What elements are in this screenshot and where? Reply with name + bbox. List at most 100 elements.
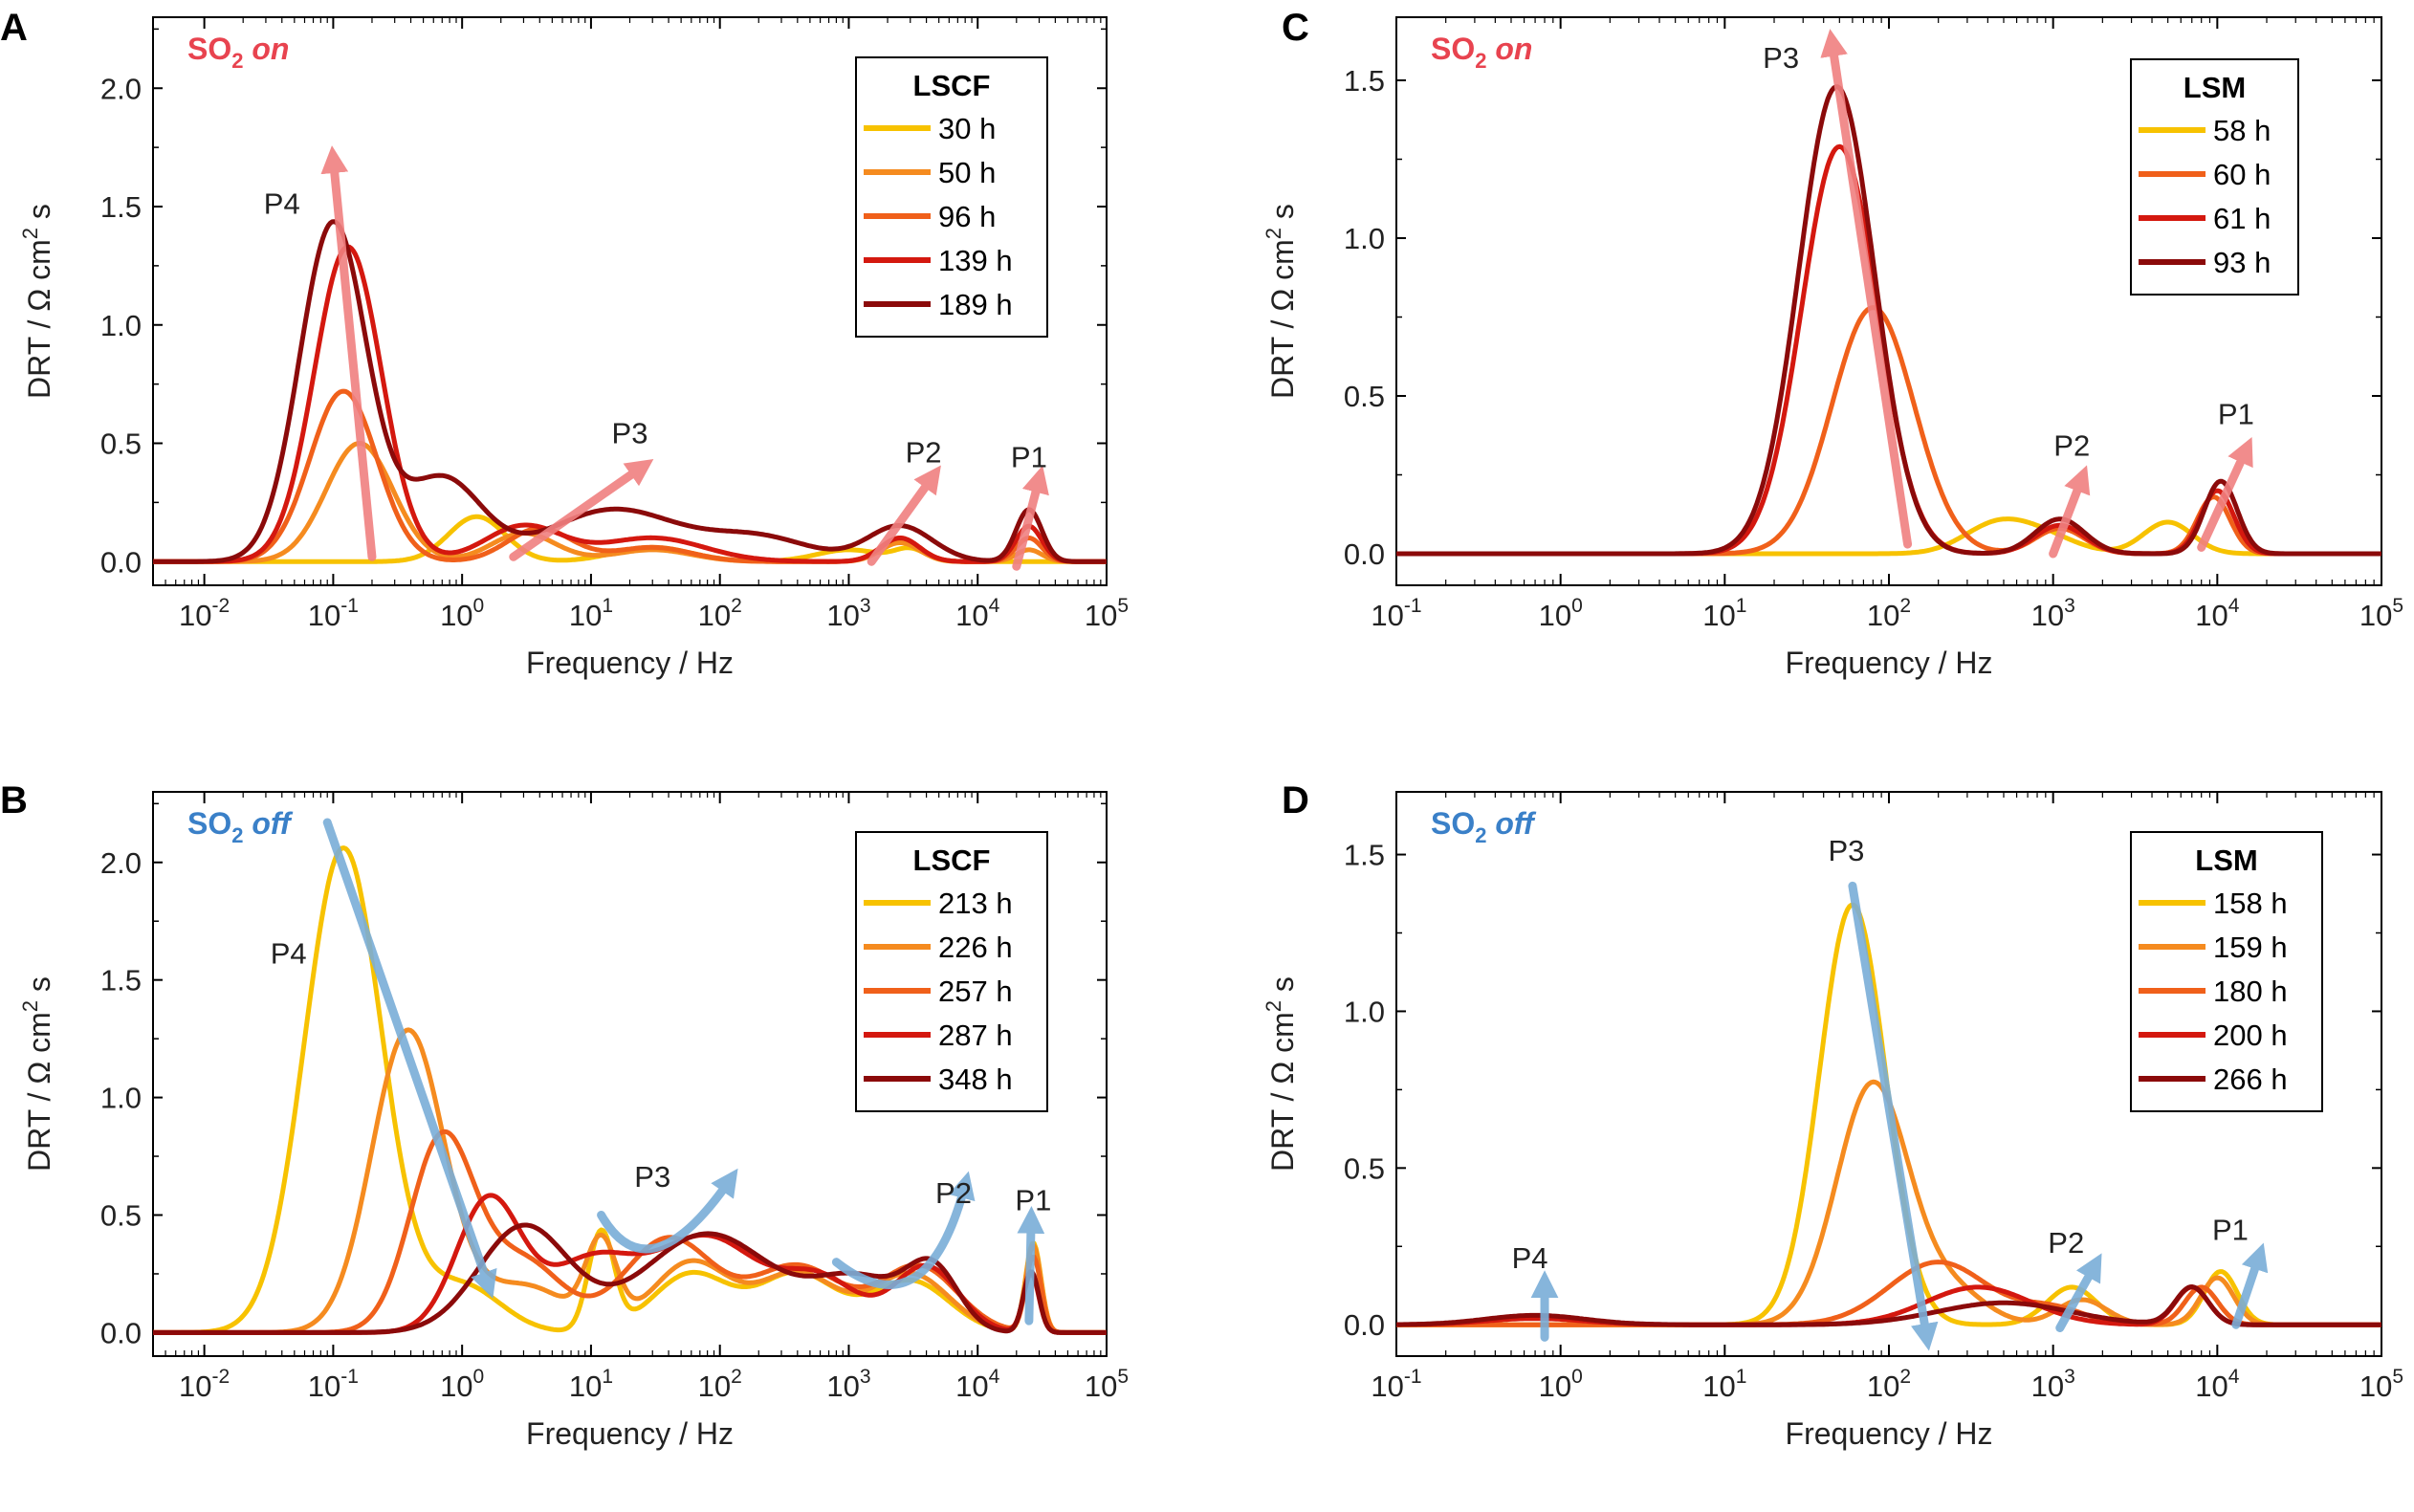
x-tick-exponent: 5: [2392, 1366, 2403, 1388]
x-tick-exponent: -2: [212, 595, 230, 617]
y-tick-label: 0.5: [1344, 1151, 1385, 1185]
panel-c: C0.00.51.01.510-1 100 101 102 103 104 105Frequ…: [1262, 7, 2403, 680]
x-tick-exponent: -1: [1404, 595, 1422, 617]
peak-label-p3: P3: [1828, 834, 1864, 867]
x-tick-exponent: 0: [473, 595, 485, 617]
legend-entry: 30 h: [938, 112, 996, 145]
x-tick-exponent: 2: [731, 595, 742, 617]
y-axis-label-main: DRT / Ω cm: [22, 1012, 56, 1172]
x-axis-label: Frequency / Hz: [1786, 1416, 1993, 1451]
x-tick-base: 10: [955, 1370, 988, 1403]
x-tick-label: 10-1: [308, 1366, 359, 1403]
y-tick-label: 1.0: [100, 309, 142, 342]
x-tick-label: 104: [2195, 1366, 2239, 1403]
trend-arrow-p1: [1017, 1206, 1045, 1326]
legend-entry: 257 h: [938, 975, 1013, 1008]
y-axis-label: DRT / Ω cm2 s: [1262, 204, 1300, 399]
y-tick-label: 1.0: [1344, 222, 1385, 255]
y-tick-label: 0.0: [1344, 1308, 1385, 1342]
x-tick-label: 103: [2031, 1366, 2075, 1403]
peak-label-p3: P3: [634, 1160, 670, 1194]
x-tick-exponent: 5: [1117, 1366, 1129, 1388]
x-tick-base: 10: [2031, 599, 2064, 632]
legend-title: LSCF: [913, 69, 991, 102]
condition-so: SO: [1431, 806, 1475, 841]
legend-entry: 93 h: [2213, 246, 2271, 279]
trend-arrow-p3: [1848, 881, 1939, 1351]
y-tick-label: 1.0: [1344, 995, 1385, 1028]
x-tick-exponent: 3: [2064, 595, 2075, 617]
y-axis-label-sup: 2: [1262, 228, 1285, 239]
peak-label-p2: P2: [2053, 429, 2090, 463]
condition-sub: 2: [1475, 823, 1486, 847]
trend-arrow-p2: [867, 465, 941, 566]
legend: LSM 158 h 159 h 180 h 200 h 266 h: [2130, 831, 2323, 1112]
y-axis-label-unit: s: [1265, 976, 1300, 1000]
series-line-93h: [1396, 84, 2381, 557]
x-tick-base: 10: [1867, 1370, 1899, 1403]
y-tick-label: 1.5: [100, 964, 142, 997]
x-tick-label: 10-1: [1371, 595, 1421, 632]
y-axis-label: DRT / Ω cm2 s: [18, 976, 56, 1172]
x-tick-label: 101: [569, 595, 613, 632]
x-tick-exponent: 4: [989, 595, 1000, 617]
x-tick-base: 10: [698, 599, 731, 632]
x-tick-exponent: -1: [1404, 1366, 1422, 1388]
trend-arrow-p3: [1820, 29, 1913, 549]
x-tick-exponent: 3: [860, 1366, 871, 1388]
legend-title: LSM: [2195, 844, 2257, 877]
peak-label-p1: P1: [2218, 398, 2254, 431]
legend-entry: 50 h: [938, 156, 996, 189]
legend-title: LSM: [2184, 71, 2246, 104]
x-tick-label: 100: [440, 595, 484, 632]
legend-entry: 189 h: [938, 288, 1013, 321]
y-tick-label: 1.5: [1344, 839, 1385, 872]
x-tick-base: 10: [1702, 1370, 1735, 1403]
series-line-348h: [153, 1222, 1107, 1335]
y-axis-label-main: DRT / Ω cm: [22, 239, 56, 399]
x-tick-base: 10: [1371, 599, 1403, 632]
x-tick-exponent: -1: [340, 595, 359, 617]
legend-title: LSCF: [913, 844, 991, 877]
y-tick-label: 1.5: [100, 190, 142, 224]
x-tick-exponent: 2: [1899, 595, 1911, 617]
legend-entry: 96 h: [938, 200, 996, 233]
legend-entry: 266 h: [2213, 1063, 2288, 1096]
x-tick-exponent: 3: [860, 595, 871, 617]
x-tick-label: 104: [2195, 595, 2239, 632]
x-tick-label: 103: [826, 595, 870, 632]
x-tick-exponent: 5: [1117, 595, 1129, 617]
peak-label-p1: P1: [1015, 1184, 1051, 1217]
y-axis-label-unit: s: [1265, 204, 1300, 228]
curve-group: [153, 219, 1107, 564]
x-tick-label: 10-2: [179, 1366, 230, 1403]
x-tick-exponent: 4: [989, 1366, 1000, 1388]
condition-state: off: [243, 806, 294, 841]
x-tick-exponent: 0: [1571, 1366, 1583, 1388]
x-tick-exponent: 1: [602, 595, 613, 617]
x-tick-label: 105: [2359, 595, 2403, 632]
series-line-180h: [1396, 1260, 2381, 1327]
y-axis-label-sup: 2: [1262, 1000, 1285, 1012]
trend-arrow-p2: [2055, 1253, 2102, 1332]
x-tick-base: 10: [1702, 599, 1735, 632]
x-tick-exponent: 0: [473, 1366, 485, 1388]
trend-arrow-p1: [2197, 437, 2253, 552]
legend-box: [855, 831, 1048, 1112]
x-tick-label: 10-1: [1371, 1366, 1421, 1403]
legend: LSM 58 h 60 h 61 h 93 h: [2130, 58, 2299, 296]
x-tick-base: 10: [698, 1370, 731, 1403]
x-tick-base: 10: [179, 599, 211, 632]
legend-entry: 159 h: [2213, 931, 2288, 964]
y-axis-label-sup: 2: [18, 1000, 42, 1012]
series-line-266h: [1396, 1284, 2381, 1327]
x-tick-exponent: 4: [2228, 595, 2240, 617]
peak-label-p4: P4: [271, 936, 307, 970]
x-tick-exponent: 0: [1571, 595, 1583, 617]
condition-label: SO2 off: [187, 806, 294, 847]
x-tick-base: 10: [440, 1370, 472, 1403]
legend-entry: 158 h: [2213, 887, 2288, 920]
x-tick-base: 10: [308, 1370, 340, 1403]
panel-b: B0.00.51.01.52.010-2 10-1 100 101 102 103 104 1…: [0, 779, 1129, 1451]
x-tick-base: 10: [440, 599, 472, 632]
